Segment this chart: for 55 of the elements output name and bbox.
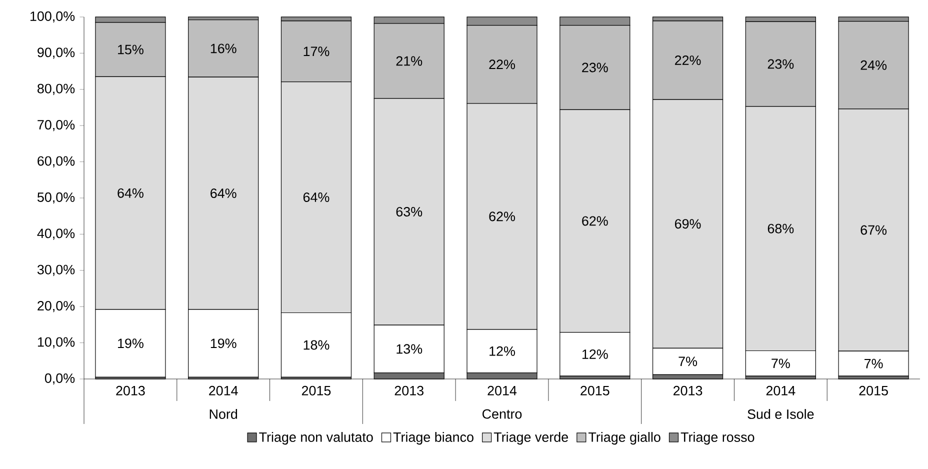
data-label: 18% <box>304 340 330 350</box>
x-tick-label: 2014 <box>209 386 238 396</box>
legend-label: Triage verde <box>494 432 568 445</box>
data-label: 64% <box>210 188 236 198</box>
data-label: 12% <box>490 346 515 356</box>
x-tick-label: 2014 <box>488 386 517 396</box>
data-label: 15% <box>118 44 144 54</box>
x-tick-label: 2015 <box>302 386 331 396</box>
legend-label: Triage giallo <box>588 432 660 445</box>
y-tick-label: 30,0% <box>37 264 75 276</box>
y-tick-label: 70,0% <box>38 120 75 132</box>
data-label: 24% <box>860 60 887 70</box>
legend-label: Triage non valutato <box>259 432 373 445</box>
y-tick-label: 40,0% <box>37 228 75 240</box>
data-label: 17% <box>304 46 330 56</box>
legend-label: Triage bianco <box>393 432 474 445</box>
data-label: 21% <box>396 56 422 66</box>
data-label: 23% <box>768 59 794 69</box>
data-label: 16% <box>210 44 236 54</box>
data-label: 22% <box>489 60 515 70</box>
data-label: 12% <box>582 349 608 359</box>
y-tick-label: 100,0% <box>30 11 75 23</box>
y-tick-label: 0,0% <box>44 373 75 385</box>
data-label: 13% <box>396 344 422 354</box>
x-tick-label: 2013 <box>116 386 145 396</box>
x-tick-label: 2013 <box>673 386 702 396</box>
x-tick-label: 2015 <box>859 386 888 396</box>
text: Centro <box>482 409 522 419</box>
text: Nord <box>210 409 238 419</box>
y-tick-label: 50,0% <box>37 192 75 204</box>
data-label: 62% <box>489 212 515 222</box>
data-label: 7% <box>864 358 883 368</box>
data-label: 23% <box>582 62 608 72</box>
y-tick-label: 90,0% <box>38 48 75 59</box>
y-tick-label: 60,0% <box>38 156 75 168</box>
data-label: 64% <box>303 192 330 202</box>
x-tick-label: 2015 <box>580 386 610 396</box>
y-tick-label: 20,0% <box>38 301 75 312</box>
x-tick-label: 2013 <box>394 386 424 396</box>
data-label: 7% <box>678 356 698 366</box>
data-label: 62% <box>582 216 608 226</box>
data-label: 64% <box>118 188 144 198</box>
data-label: 68% <box>768 224 794 234</box>
data-label: 63% <box>396 206 422 216</box>
text: Sud e Isole <box>748 409 814 419</box>
data-label: 19% <box>210 338 236 348</box>
legend-label: Triage rosso <box>680 432 754 445</box>
y-tick-label: 80,0% <box>38 84 75 95</box>
data-label: 69% <box>675 219 701 229</box>
data-label: 7% <box>772 358 790 368</box>
data-label: 67% <box>860 225 887 235</box>
data-label: 19% <box>118 338 144 348</box>
y-tick-label: 10,0% <box>38 337 75 348</box>
x-tick-label: 2014 <box>766 386 796 396</box>
data-label: 22% <box>674 56 701 65</box>
